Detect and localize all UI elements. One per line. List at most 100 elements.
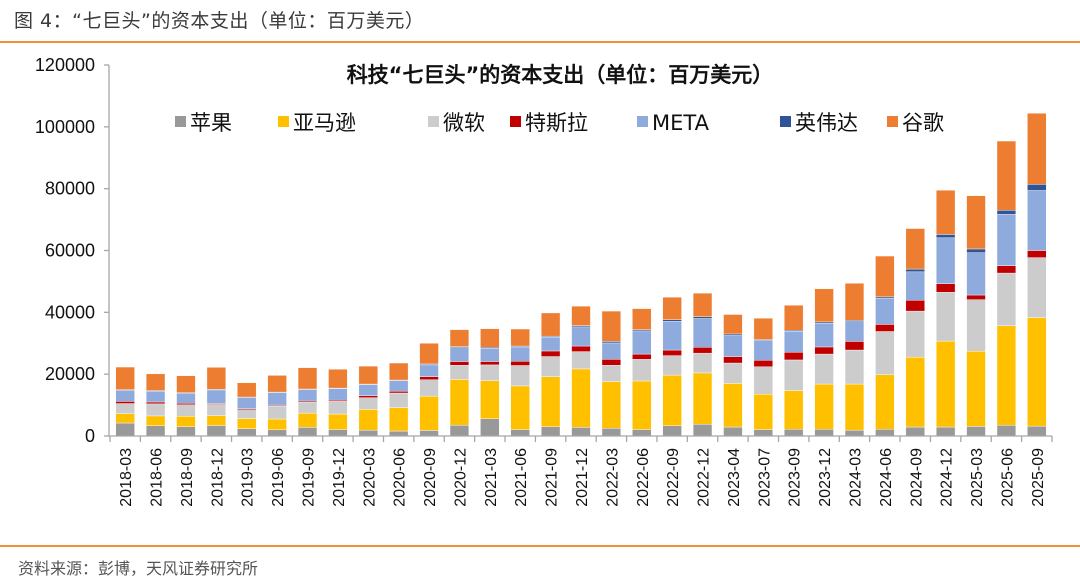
bar-segment [875, 255, 895, 298]
bar-segment [237, 409, 257, 419]
bar-segment [115, 366, 135, 390]
bar-stack [753, 318, 773, 437]
bar-segment [936, 426, 956, 437]
bar-segment [358, 397, 378, 410]
bar-stack [237, 382, 257, 437]
bar-segment [328, 401, 348, 415]
bar-segment [115, 390, 135, 402]
x-tick-label: 2023-12 [817, 448, 834, 507]
bar-segment [905, 356, 925, 428]
bar-segment [328, 413, 348, 430]
bar-segment [662, 349, 682, 356]
bar-segment [145, 390, 166, 403]
bar-segment [723, 362, 743, 384]
bar-segment [996, 424, 1017, 437]
bar-segment [966, 299, 986, 352]
bar-segment [449, 329, 470, 347]
bar-stack [206, 367, 226, 437]
y-tick-label: 20000 [45, 364, 95, 384]
bar-segment [145, 373, 166, 391]
bar-segment [662, 296, 682, 320]
bar-segment [145, 401, 166, 405]
bar-segment [996, 272, 1017, 326]
bar-segment [267, 418, 287, 431]
bar-segment [632, 429, 652, 437]
bar-segment [632, 308, 652, 330]
bar-segment [206, 425, 226, 437]
bar-segment [510, 346, 530, 362]
x-tick-label: 2019-12 [331, 448, 348, 507]
bar-segment [966, 294, 986, 300]
bar-segment [1027, 250, 1047, 258]
bar-stack [480, 328, 500, 437]
bar-segment [419, 395, 439, 431]
bar-stack [966, 195, 986, 437]
legend-label: 亚马逊 [293, 111, 356, 135]
legend-swatch [428, 116, 439, 127]
bar-segment [784, 390, 804, 430]
bar-segment [814, 346, 834, 355]
bar-segment [480, 347, 500, 362]
bar-segment [297, 402, 318, 414]
bar-stack [936, 190, 956, 437]
bar-segment [480, 418, 500, 437]
x-tick-label: 2022-12 [696, 448, 713, 507]
x-tick-label: 2019-03 [240, 448, 257, 507]
bar-segment [632, 330, 652, 355]
bar-segment [115, 413, 135, 424]
bar-segment [692, 424, 713, 437]
bar-segment [601, 381, 622, 429]
bar-stack [267, 375, 287, 437]
bar-segment [936, 237, 956, 284]
figure-caption: 图 4：“七巨头”的资本支出（单位：百万美元） [14, 10, 425, 32]
chart-title: 科技“七巨头”的资本支出（单位：百万美元） [347, 63, 774, 87]
x-tick-label: 2018-12 [209, 448, 226, 507]
bar-stack [1027, 113, 1047, 437]
bar-segment [1027, 113, 1047, 185]
bar-stack [328, 369, 348, 437]
bar-segment [905, 310, 925, 358]
bar-segment [936, 292, 956, 342]
bar-segment [1027, 190, 1047, 251]
bar-segment [480, 380, 500, 419]
bar-segment [389, 380, 409, 392]
y-axis: 0 20000 40000 60000 80000 100000 120000 [35, 55, 110, 446]
bar-segment [692, 316, 713, 319]
bar-segment [419, 430, 439, 437]
bar-segment [571, 305, 591, 326]
bar-segment [601, 428, 622, 437]
bar-segment [632, 380, 652, 430]
bar-segment [328, 369, 348, 389]
y-tick-label: 60000 [45, 241, 95, 261]
bar-segment [206, 367, 226, 390]
bar-segment [814, 383, 834, 430]
bar-segment [510, 429, 530, 437]
legend-label: 苹果 [190, 111, 232, 135]
bar-segment [358, 365, 378, 385]
legend-swatch [510, 116, 521, 127]
top-divider [0, 41, 1080, 43]
bar-stack [632, 308, 652, 437]
bar-segment [601, 341, 622, 344]
x-tick-label: 2019-06 [270, 448, 287, 507]
bar-segment [905, 271, 925, 301]
bar-segment [844, 349, 865, 385]
bar-segment [115, 422, 135, 437]
bar-segment [723, 426, 743, 437]
bar-segment [540, 336, 561, 352]
legend-label: 微软 [443, 111, 485, 135]
bar-segment [692, 352, 713, 374]
bar-segment [176, 416, 196, 427]
bar-segment [996, 265, 1017, 274]
x-tick-label: 2021-06 [513, 448, 530, 507]
bar-stack [540, 312, 561, 437]
bar-segment [571, 427, 591, 437]
bar-segment [115, 401, 135, 404]
bar-segment [784, 428, 804, 437]
bar-segment [905, 426, 925, 437]
bar-segment [540, 426, 561, 437]
bar-stack [844, 283, 865, 437]
bar-segment [905, 300, 925, 312]
bar-segment [389, 392, 409, 408]
bar-segment [996, 210, 1017, 215]
